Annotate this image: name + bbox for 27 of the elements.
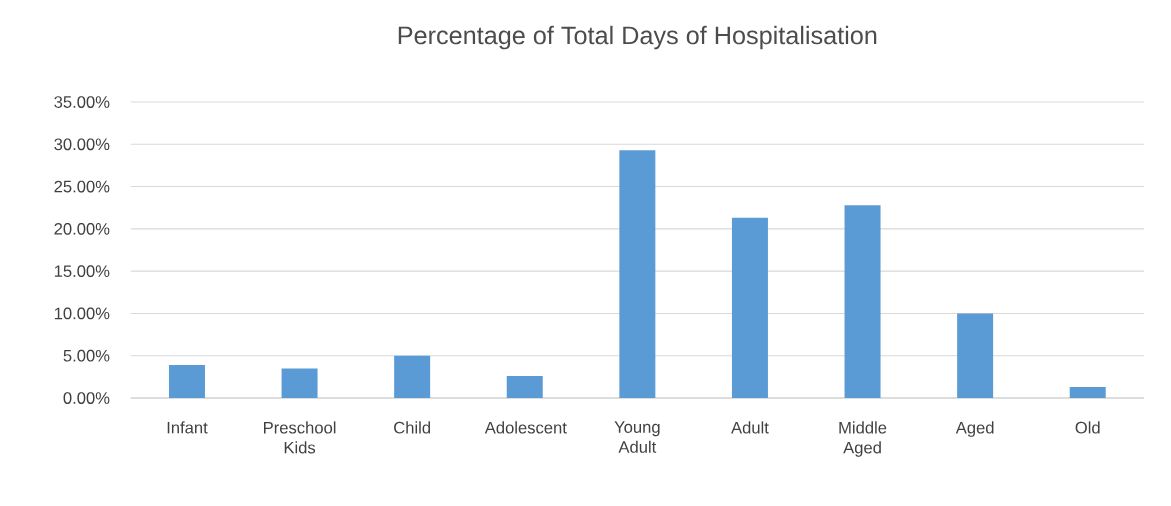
x-tick-label: Infant [167,421,208,434]
bar [619,150,656,398]
y-tick-label: 0.00% [63,392,110,404]
x-tick-label: Child [394,421,430,434]
x-tick-label: Old [1075,421,1100,434]
y-tick-label: 10.00% [54,307,110,320]
y-tick-label: 5.00% [63,349,110,362]
bar [731,217,768,398]
bar [506,376,543,398]
bar [394,355,431,398]
bar [1069,387,1106,398]
y-tick-label: 15.00% [54,265,110,278]
y-tick-label: 20.00% [54,222,110,235]
x-tick-label: Young Adult [614,421,660,453]
bar [168,365,205,398]
bar [281,368,318,398]
x-tick-label: Middle Aged [839,421,887,457]
chart-title: Percentage of Total Days of Hospitalisation [398,25,877,50]
y-tick-label: 35.00% [54,96,110,108]
bar [957,313,994,398]
y-tick-label: 30.00% [54,138,110,151]
x-tick-label: Adult [731,421,769,434]
y-tick-label: 25.00% [54,180,110,193]
x-tick-label: Preschool Kids [264,421,336,454]
bar [844,205,881,398]
x-tick-label: Adolescent [484,421,567,434]
x-tick-label: Aged [955,421,994,437]
